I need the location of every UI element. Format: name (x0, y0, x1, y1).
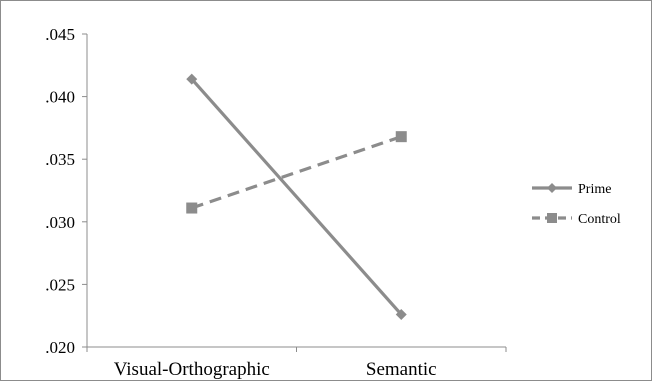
legend-label-control: Control (578, 212, 621, 227)
data-point-prime (186, 73, 198, 85)
series-line-prime (190, 78, 403, 316)
y-tick-label: .030 (45, 213, 75, 232)
y-tick-label: .025 (45, 275, 75, 294)
x-category-label: Semantic (366, 359, 437, 380)
legend-marker-control (547, 213, 557, 223)
y-tick-label: .045 (45, 25, 75, 44)
y-tick-label: .035 (45, 150, 75, 169)
legend: Prime Control (532, 182, 621, 227)
y-axis-ticks: .020 .025 .030 .035 .040 .045 (45, 25, 87, 357)
y-tick-label: .040 (45, 88, 75, 107)
y-tick-label: .020 (45, 338, 75, 357)
data-point-prime (395, 308, 407, 320)
legend-marker-prime (547, 183, 557, 193)
x-axis-ticks: Visual-Orthographic Semantic (86, 347, 507, 380)
data-point-control (395, 131, 407, 143)
data-point-control (186, 202, 198, 214)
x-category-label: Visual-Orthographic (114, 359, 270, 380)
legend-label-prime: Prime (578, 182, 611, 197)
series-layer (186, 73, 407, 320)
